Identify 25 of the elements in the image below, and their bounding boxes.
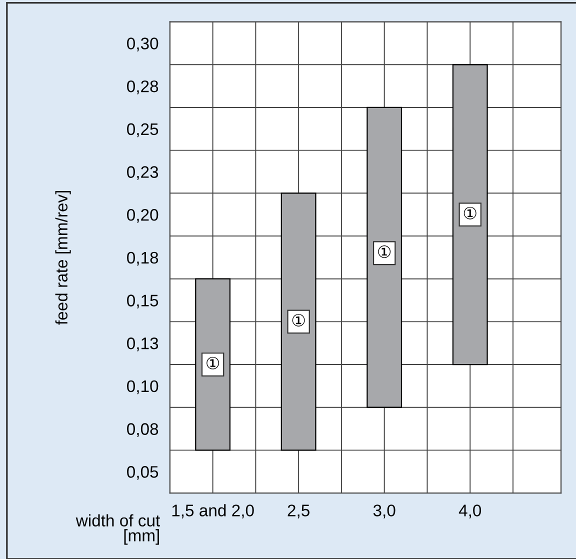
- bar: [366, 106, 402, 408]
- y-axis-title: feed rate [mm/rev]: [55, 190, 71, 325]
- x-tick-label: 2,5: [288, 504, 310, 518]
- y-tick-label: 0,08: [127, 423, 158, 437]
- x-tick-label: 3,0: [373, 504, 396, 518]
- x-tick-label: 4,0: [458, 504, 482, 518]
- x-tick-label: 1,5 and 2,0: [172, 504, 254, 518]
- y-tick-label: 0,23: [127, 166, 158, 180]
- y-tick-label: 0,13: [127, 338, 158, 352]
- x-axis-title: width of cut [mm]: [76, 514, 160, 545]
- annotation: ①: [206, 356, 220, 370]
- y-tick-label: 0,25: [127, 123, 158, 138]
- y-tick-label: 0,18: [127, 252, 158, 266]
- y-tick-label: 0,20: [127, 208, 158, 223]
- y-tick-label: 0,28: [127, 80, 158, 94]
- y-tick-label: 0,05: [127, 466, 158, 480]
- y-tick-label: 0,30: [127, 38, 158, 52]
- y-tick-label: 0,10: [127, 380, 158, 394]
- y-tick-label: 0,15: [127, 294, 158, 308]
- bar: [452, 64, 488, 366]
- annotation: ①: [464, 206, 476, 220]
- annotation: ①: [292, 314, 305, 326]
- bar: [195, 278, 231, 451]
- bar: [280, 192, 316, 451]
- annotation: ①: [378, 245, 391, 258]
